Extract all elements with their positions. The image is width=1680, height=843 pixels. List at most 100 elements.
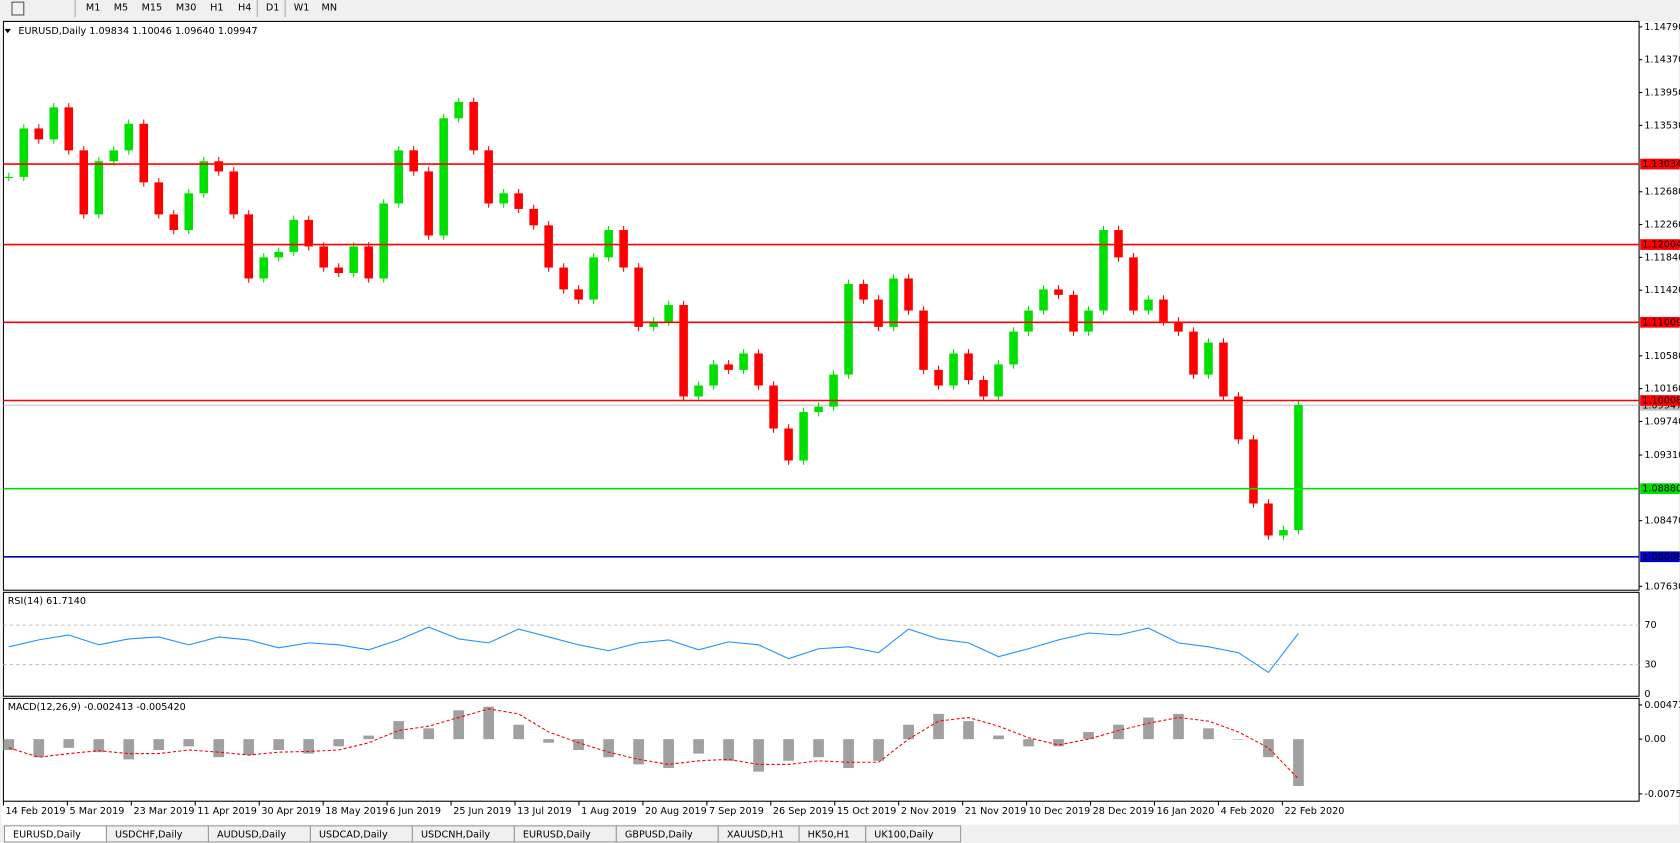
- x-tick-label: 2 Nov 2019: [901, 806, 957, 817]
- chart-tab-label[interactable]: EURUSD,Daily: [13, 829, 81, 840]
- candle-body: [889, 278, 898, 327]
- candle-body: [694, 385, 703, 397]
- level-box: [1640, 316, 1680, 328]
- chart-tab-label[interactable]: EURUSD,Daily: [523, 829, 591, 840]
- macd-bar: [1263, 739, 1274, 758]
- chart-tab-label[interactable]: USDCNH,Daily: [421, 829, 490, 840]
- chart-tab-label[interactable]: GBPUSD,Daily: [625, 829, 693, 840]
- candle-body: [1279, 530, 1288, 536]
- macd-bar: [1113, 724, 1124, 740]
- macd-bar: [3, 739, 15, 750]
- candle-body: [64, 107, 74, 151]
- candle-body: [604, 230, 613, 258]
- macd-bar: [813, 739, 824, 758]
- macd-bar: [1143, 717, 1154, 740]
- level-label: 1.12004: [1642, 240, 1680, 251]
- chart-tab-label[interactable]: HK50,H1: [808, 829, 850, 840]
- tool-icon[interactable]: [11, 1, 25, 16]
- candle-body: [859, 283, 868, 300]
- level-box: [1640, 551, 1680, 563]
- y-tick-label: 1.11420: [1644, 285, 1680, 296]
- macd-bar: [663, 739, 674, 769]
- macd-tick-label: 0.004738: [1644, 700, 1680, 711]
- level-label: 1.10008: [1642, 396, 1680, 407]
- x-tick-label: 21 Nov 2019: [965, 806, 1027, 817]
- y-tick-label: 1.13530: [1644, 120, 1680, 131]
- candle-body: [724, 364, 733, 370]
- macd-bar: [993, 735, 1004, 740]
- macd-bar: [603, 739, 614, 758]
- collapse-icon[interactable]: [4, 28, 11, 34]
- x-tick-label: 28 Dec 2019: [1093, 806, 1155, 817]
- y-tick-label: 1.14790: [1644, 22, 1680, 33]
- x-tick-label: 7 Sep 2019: [709, 806, 764, 817]
- period-button: M5: [114, 2, 128, 13]
- candle-body: [244, 214, 254, 279]
- x-tick-label: 16 Jan 2020: [1157, 806, 1215, 817]
- rsi-tick-label: 70: [1644, 620, 1656, 631]
- candle-body: [124, 123, 134, 151]
- candle-body: [559, 267, 568, 290]
- macd-title: MACD(12,26,9) -0.002413 -0.005420: [8, 702, 186, 713]
- chart-tab-label[interactable]: USDCAD,Daily: [319, 829, 388, 840]
- candle-body: [1204, 342, 1213, 375]
- macd-bar: [1083, 731, 1094, 740]
- chart-tab-label[interactable]: UK100,Daily: [874, 829, 933, 840]
- rsi-line: [8, 626, 1299, 674]
- macd-bar: [633, 739, 644, 765]
- candle-body: [649, 321, 658, 327]
- candle-body: [469, 101, 478, 151]
- macd-bar: [273, 739, 285, 750]
- x-tick-label: 14 Feb 2019: [6, 806, 66, 817]
- candle-body: [1009, 331, 1018, 365]
- level-box: [1640, 395, 1680, 406]
- chart-tab-label[interactable]: AUDUSD,Daily: [217, 829, 286, 840]
- candle-body: [964, 353, 973, 381]
- candle-body: [1294, 405, 1303, 531]
- period-button: W1: [294, 2, 310, 13]
- candle-body: [1054, 289, 1063, 295]
- candle-body: [904, 278, 913, 311]
- candle-body: [1159, 299, 1168, 322]
- candle-body: [4, 176, 14, 178]
- macd-bar: [423, 728, 435, 740]
- macd-bar: [303, 739, 315, 754]
- rsi-tick-label: 30: [1644, 660, 1656, 671]
- y-tick-label: 1.13950: [1644, 88, 1680, 99]
- candle-body: [514, 193, 523, 209]
- macd-bar: [723, 739, 734, 761]
- candle-body: [379, 203, 388, 279]
- macd-bar: [753, 739, 764, 772]
- chart-tab[interactable]: [865, 825, 962, 843]
- y-tick-label: 1.10580: [1644, 351, 1680, 362]
- period-button: H4: [238, 2, 251, 13]
- macd-bar: [873, 739, 884, 761]
- candle-body: [499, 193, 508, 204]
- candle-body: [274, 251, 283, 258]
- candle-body: [394, 150, 403, 204]
- chart-title: EURUSD,Daily 1.09834 1.10046 1.09640 1.0…: [18, 26, 257, 37]
- candle-body: [1264, 503, 1273, 536]
- y-tick-label: 1.12260: [1644, 220, 1680, 231]
- macd-bar: [1203, 728, 1214, 740]
- candle-body: [259, 257, 269, 279]
- candle-body: [979, 380, 988, 397]
- macd-bar: [1053, 739, 1064, 747]
- chart-tab-label[interactable]: USDCHF,Daily: [115, 829, 183, 840]
- candle-body: [874, 299, 883, 327]
- macd-bar: [363, 735, 375, 740]
- candle-body: [1069, 294, 1078, 332]
- level-label: 1.08008: [1642, 552, 1680, 563]
- candle-body: [1219, 342, 1228, 397]
- level-box: [1640, 158, 1680, 170]
- macd-bar: [693, 739, 704, 754]
- macd-bar: [453, 710, 465, 740]
- candle-body: [1144, 299, 1153, 311]
- macd-bar: [213, 739, 225, 758]
- candle-body: [94, 161, 104, 215]
- candle-body: [544, 225, 553, 268]
- chart-tab-label[interactable]: XAUUSD,H1: [727, 829, 784, 840]
- x-tick-label: 13 Jul 2019: [517, 806, 571, 817]
- candle-body: [1234, 396, 1243, 440]
